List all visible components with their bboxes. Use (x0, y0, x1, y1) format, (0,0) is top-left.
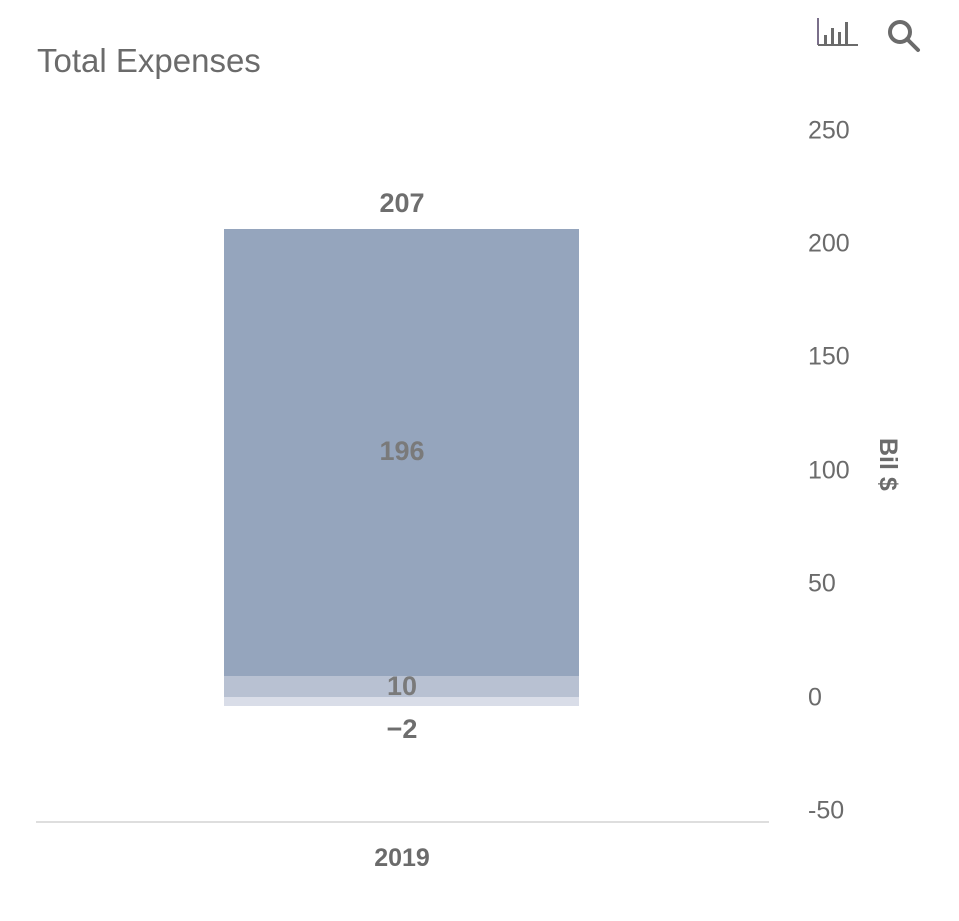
bar-chart-icon[interactable] (816, 16, 858, 48)
y-axis-title: Bil $ (874, 438, 902, 491)
search-icon[interactable] (886, 18, 922, 54)
chart-title: Total Expenses (37, 42, 261, 79)
x-axis-line (36, 821, 769, 823)
bar-segment-medium[interactable] (224, 676, 579, 697)
y-tick: 250 (808, 116, 850, 145)
y-tick: 50 (808, 569, 836, 598)
y-tick: -50 (808, 796, 845, 825)
segment-label-medium: 10 (386, 671, 418, 701)
y-tick: 100 (808, 456, 850, 485)
y-tick: 200 (808, 229, 850, 258)
y-tick: 150 (808, 342, 850, 371)
x-tick: 2019 (374, 844, 430, 872)
y-tick: 0 (808, 683, 822, 712)
segment-label-dark: 196 (379, 436, 425, 466)
total-label: 207 (379, 188, 425, 218)
bar-segment-light[interactable] (224, 697, 579, 706)
bar-segment-dark[interactable] (224, 229, 579, 676)
segment-label-light: −2 (386, 714, 418, 744)
